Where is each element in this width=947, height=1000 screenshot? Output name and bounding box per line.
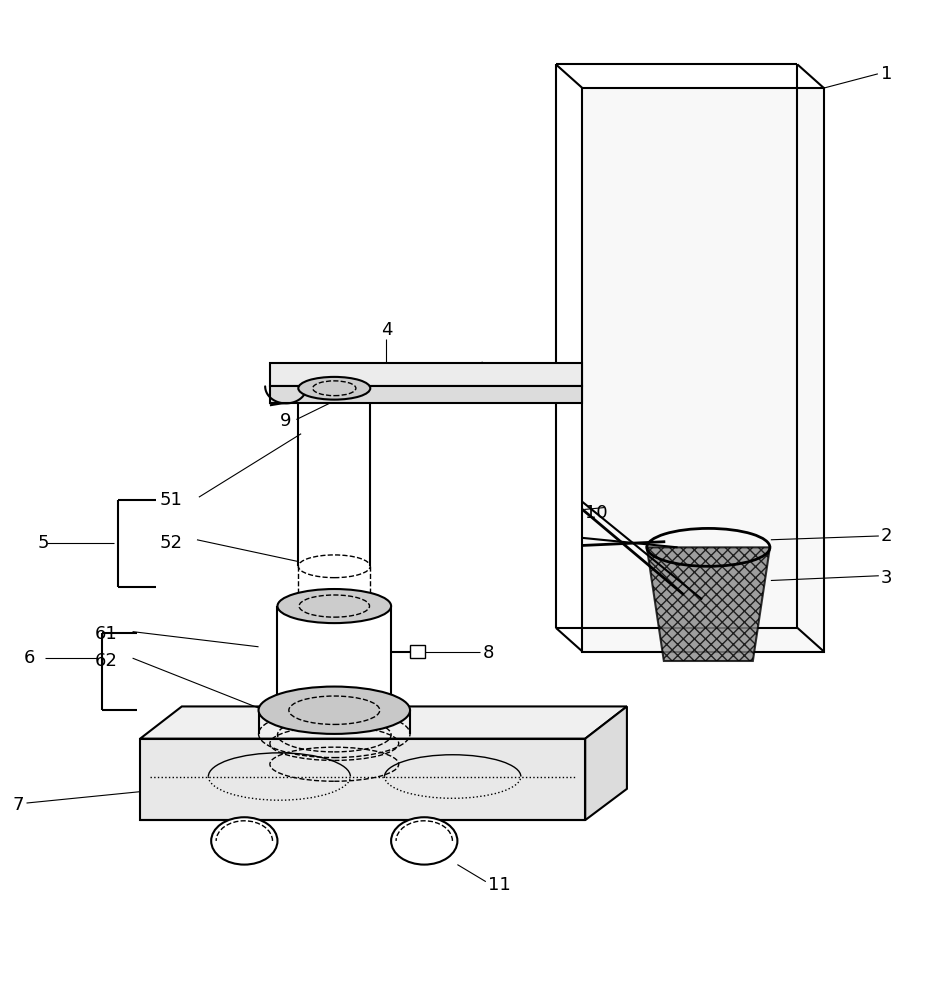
Text: 9: 9 (280, 412, 292, 430)
Polygon shape (585, 706, 627, 820)
Text: 8: 8 (483, 644, 494, 662)
Text: 6: 6 (24, 649, 35, 667)
Polygon shape (647, 547, 770, 661)
Polygon shape (270, 363, 582, 386)
Polygon shape (140, 706, 627, 739)
Ellipse shape (391, 817, 457, 865)
Text: 61: 61 (95, 625, 117, 643)
Polygon shape (270, 386, 582, 403)
Ellipse shape (211, 817, 277, 865)
Text: 51: 51 (159, 491, 182, 509)
Bar (410, 645, 425, 658)
Text: 11: 11 (488, 876, 510, 894)
Text: 2: 2 (881, 527, 892, 545)
Polygon shape (582, 88, 824, 652)
Text: 62: 62 (95, 652, 117, 670)
Text: 10: 10 (585, 504, 608, 522)
Text: 7: 7 (12, 796, 24, 814)
Text: 52: 52 (159, 534, 182, 552)
Ellipse shape (298, 377, 370, 400)
Ellipse shape (277, 589, 391, 623)
Text: 1: 1 (881, 65, 892, 83)
Text: 3: 3 (881, 569, 892, 587)
Ellipse shape (259, 687, 410, 734)
Text: 4: 4 (381, 321, 392, 339)
Polygon shape (140, 739, 585, 820)
Text: 5: 5 (38, 534, 49, 552)
